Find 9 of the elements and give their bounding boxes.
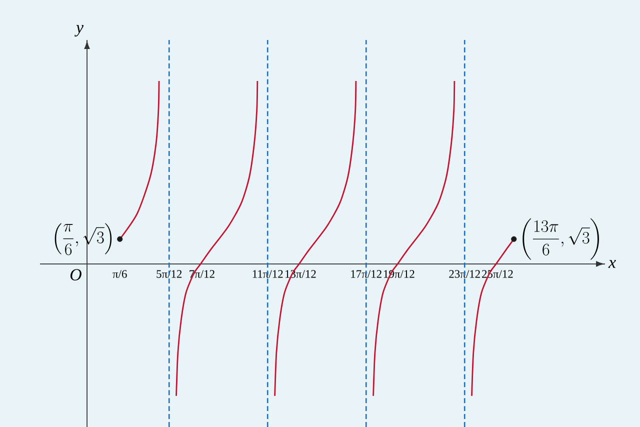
annotation: O [70,269,82,281]
x-axis-title: x [608,260,616,268]
x-tick-label: 5π/12 [156,270,182,278]
y-axis-title: y [74,25,84,36]
x-tick-label: 11π/12 [252,270,283,278]
x-tick-label: π/6 [112,270,127,278]
annotation: $\left(\frac{13\pi}{6},\sqrt{3}\right)$ [522,218,599,260]
x-tick-label: 17π/12 [351,270,382,278]
x-tick-label: 23π/12 [449,270,480,278]
